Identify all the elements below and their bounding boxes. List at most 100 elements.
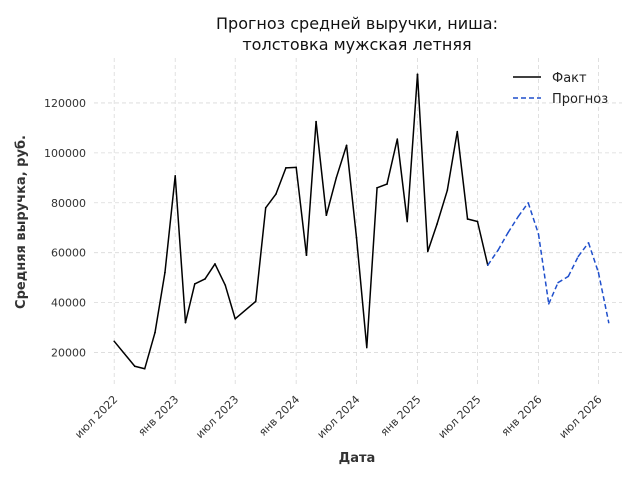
- series-segment: [204, 263, 216, 280]
- series-segment: [366, 187, 378, 349]
- data-point: [264, 207, 267, 209]
- series-segment: [416, 73, 429, 253]
- chart-title-line-2: толстовка мужская летняя: [242, 35, 471, 54]
- data-point: [134, 365, 136, 368]
- data-point: [456, 130, 459, 133]
- series-segment: [224, 284, 236, 320]
- series-segment: [355, 236, 368, 349]
- series-layer: [113, 73, 610, 370]
- data-point: [537, 233, 540, 235]
- data-point: [224, 284, 227, 286]
- series-segment: [184, 283, 196, 324]
- series-segment: [587, 242, 600, 273]
- data-point: [557, 281, 559, 284]
- y-tick-label: 80000: [51, 197, 86, 210]
- series-segment: [164, 175, 176, 274]
- data-point: [547, 303, 550, 305]
- data-point: [184, 321, 187, 324]
- legend: Факт Прогноз: [513, 71, 608, 107]
- grid: [94, 58, 622, 385]
- data-point: [527, 202, 529, 204]
- series-forecast: [487, 202, 610, 324]
- data-point: [143, 368, 146, 370]
- data-point: [234, 318, 236, 320]
- data-point: [466, 218, 469, 220]
- data-point: [174, 175, 176, 177]
- series-segment: [376, 183, 388, 189]
- data-point: [204, 278, 206, 280]
- data-point: [497, 249, 499, 251]
- series-segment: [134, 365, 146, 370]
- series-segment: [487, 249, 499, 266]
- data-point: [587, 241, 590, 244]
- data-point: [295, 166, 297, 169]
- series-segment: [254, 207, 267, 303]
- series-segment: [456, 130, 469, 220]
- data-point: [487, 264, 489, 266]
- y-axis-label: Средняя выручка, руб.: [14, 135, 29, 309]
- data-point: [355, 236, 358, 239]
- data-point: [406, 220, 408, 223]
- data-point: [335, 177, 338, 179]
- data-point: [577, 255, 579, 258]
- data-point: [275, 193, 277, 195]
- series-segment: [406, 73, 419, 223]
- series-segment: [507, 216, 519, 234]
- data-point: [154, 331, 156, 334]
- data-point: [507, 231, 509, 234]
- legend-label-fact: Факт: [552, 71, 587, 86]
- y-tick-label: 120000: [44, 97, 86, 110]
- data-point: [416, 73, 419, 75]
- y-tick-label: 100000: [44, 147, 86, 160]
- data-point: [305, 254, 308, 256]
- data-point: [567, 275, 570, 278]
- series-segment: [264, 193, 277, 209]
- x-tick-label: янв 2024: [256, 393, 302, 439]
- series-segment: [497, 232, 509, 251]
- series-segment: [325, 177, 338, 217]
- series-segment: [275, 167, 287, 195]
- series-segment: [295, 166, 308, 256]
- series-segment: [537, 233, 550, 304]
- data-point: [386, 183, 388, 185]
- series-segment: [174, 175, 187, 324]
- x-axis-label: Дата: [339, 451, 376, 466]
- data-point: [476, 220, 479, 223]
- series-segment: [335, 144, 348, 179]
- series-segment: [557, 275, 569, 284]
- data-point: [376, 187, 378, 189]
- data-point: [194, 283, 196, 285]
- y-tick-label: 20000: [51, 347, 86, 360]
- series-segment: [315, 120, 328, 217]
- y-tick-label: 40000: [51, 297, 86, 310]
- data-point: [446, 189, 449, 192]
- x-tick-label: июл 2025: [436, 393, 484, 441]
- x-tick-label: июл 2026: [557, 393, 605, 441]
- series-segment: [194, 278, 206, 285]
- series-segment: [597, 272, 610, 323]
- series-segment: [577, 242, 590, 257]
- series-segment: [396, 138, 408, 223]
- series-segment: [154, 271, 166, 334]
- data-point: [427, 250, 429, 253]
- data-point: [315, 120, 317, 123]
- series-segment: [476, 220, 489, 266]
- x-axis-ticks: июл 2022 янв 2023 июл 2023 янв 2024 июл 2024…: [72, 393, 604, 441]
- data-point: [597, 271, 600, 274]
- series-segment: [466, 218, 479, 223]
- series-segment: [567, 256, 579, 277]
- data-point: [285, 167, 287, 169]
- data-point: [607, 321, 610, 324]
- series-segment: [214, 263, 227, 286]
- series-segment: [386, 138, 399, 185]
- data-point: [214, 263, 216, 265]
- y-axis-ticks: 20000 40000 60000 80000 100000 120000: [44, 97, 86, 360]
- data-point: [345, 144, 348, 147]
- series-segment: [305, 120, 317, 256]
- y-tick-label: 60000: [51, 247, 86, 260]
- data-point: [396, 138, 399, 140]
- x-tick-label: июл 2024: [315, 393, 363, 441]
- data-point: [164, 271, 166, 274]
- series-segment: [345, 144, 358, 239]
